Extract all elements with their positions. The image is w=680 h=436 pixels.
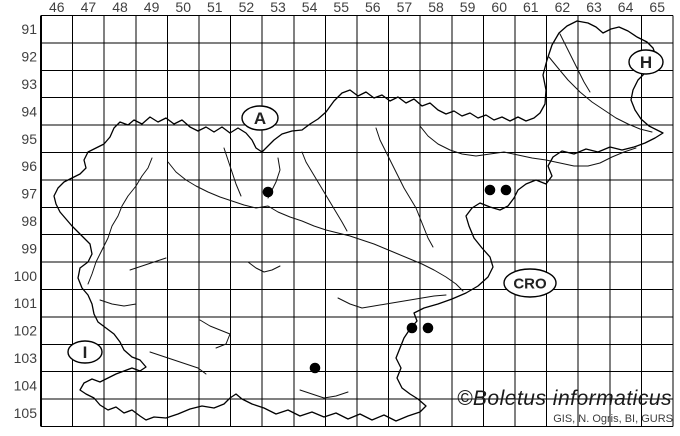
attribution-text: GIS, N. Ogris, BI, GURS xyxy=(553,413,673,425)
grid-col-label: 51 xyxy=(207,0,223,15)
grid-row-label: 95 xyxy=(21,131,37,147)
river-savinja xyxy=(301,151,348,232)
grid-row-label: 91 xyxy=(21,21,37,37)
country-labels: A H I CRO xyxy=(67,49,664,364)
slovenia-outline xyxy=(53,20,664,422)
occurrence-dots xyxy=(262,184,512,374)
rivers xyxy=(87,33,653,399)
grid-col-label: 50 xyxy=(175,0,191,15)
occurrence-dot xyxy=(309,362,321,374)
occurrence-dot xyxy=(422,322,434,334)
grid-row-label: 93 xyxy=(21,76,37,92)
river-soca xyxy=(87,157,153,285)
grid-col-label: 48 xyxy=(112,0,128,15)
country-letter-cro: CRO xyxy=(513,275,547,292)
grid-col-label: 55 xyxy=(333,0,349,15)
grid-col-label: 58 xyxy=(428,0,444,15)
grid-col-label: 63 xyxy=(586,0,602,15)
grid-col-label: 57 xyxy=(397,0,413,15)
river-mura xyxy=(548,56,653,133)
river-paka xyxy=(375,127,434,248)
river-ledava xyxy=(559,33,591,93)
occurrence-dot xyxy=(500,184,512,196)
grid-col-label: 56 xyxy=(365,0,381,15)
country-oval-cro xyxy=(503,268,557,298)
occurrence-dot xyxy=(484,184,496,196)
country-letter-a: A xyxy=(254,109,266,128)
river-kolpa xyxy=(299,389,349,399)
grid-col-label: 54 xyxy=(302,0,318,15)
grid-lines xyxy=(40,15,674,427)
river-pivka xyxy=(199,319,231,349)
grid-row-label: 98 xyxy=(21,213,37,229)
river-vipava xyxy=(99,299,137,307)
grid-col-label: 60 xyxy=(491,0,507,15)
grid-row-label: 102 xyxy=(14,323,38,339)
country-oval-i xyxy=(67,340,103,364)
river-idrijca xyxy=(129,257,167,271)
river-trziska xyxy=(223,147,242,197)
river-ljubljanica xyxy=(247,261,281,273)
occurrence-dot xyxy=(406,322,418,334)
grid-labels: 46 47 48 49 50 51 52 53 54 55 56 57 58 59 60 61 62 63 64 65… xyxy=(14,0,666,421)
grid-row-label: 101 xyxy=(14,295,38,311)
country-oval-h xyxy=(628,49,664,75)
grid-col-label: 49 xyxy=(144,0,160,15)
river-sava xyxy=(167,161,464,292)
grid-row-label: 104 xyxy=(14,377,38,393)
grid-row-label: 100 xyxy=(14,268,38,284)
grid-col-label: 52 xyxy=(239,0,255,15)
grid-row-label: 97 xyxy=(21,186,37,202)
grid-row-label: 105 xyxy=(14,405,38,421)
grid-row-label: 99 xyxy=(21,240,37,256)
occurrence-dot xyxy=(262,186,274,198)
grid-col-label: 46 xyxy=(49,0,65,15)
river-krka xyxy=(337,294,447,309)
country-oval-a xyxy=(241,105,279,131)
country-letter-i: I xyxy=(83,343,88,362)
grid-row-label: 94 xyxy=(21,103,37,119)
grid-row-label: 96 xyxy=(21,158,37,174)
grid-col-label: 61 xyxy=(523,0,539,15)
grid-col-label: 62 xyxy=(555,0,571,15)
grid-col-label: 65 xyxy=(649,0,665,15)
country-border xyxy=(53,20,664,422)
river-drava xyxy=(419,125,637,167)
grid-col-label: 64 xyxy=(618,0,634,15)
grid-col-label: 59 xyxy=(460,0,476,15)
grid-col-label: 53 xyxy=(270,0,286,15)
grid-col-label: 47 xyxy=(81,0,97,15)
grid-row-label: 103 xyxy=(14,350,38,366)
grid-row-label: 92 xyxy=(21,49,37,65)
country-letter-h: H xyxy=(640,53,652,72)
river-reka xyxy=(149,351,207,375)
watermark-text: ©Boletus informaticus xyxy=(456,387,672,410)
